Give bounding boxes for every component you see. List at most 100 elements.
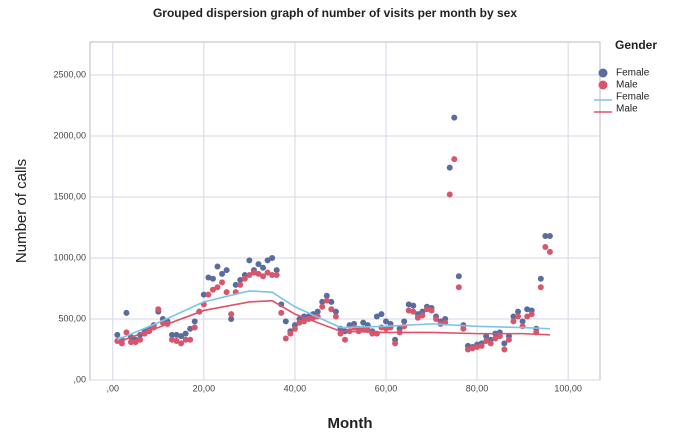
legend-marker [598, 80, 608, 90]
data-point [264, 269, 271, 276]
data-point [451, 114, 458, 121]
data-point [127, 339, 134, 346]
data-point [542, 233, 549, 240]
x-axis-label: Month [328, 415, 373, 432]
data-point [483, 337, 490, 344]
data-point [209, 286, 216, 293]
data-point [519, 318, 526, 325]
data-point [182, 336, 189, 343]
data-point [287, 330, 294, 337]
data-point [332, 313, 339, 320]
data-point [537, 275, 544, 282]
data-point [237, 281, 244, 288]
data-point [123, 309, 130, 316]
data-point [323, 292, 330, 299]
data-point [455, 273, 462, 280]
data-point [319, 303, 326, 310]
data-point [246, 272, 253, 279]
data-point [405, 301, 412, 308]
data-point [373, 313, 380, 320]
data-point [264, 257, 271, 264]
data-point [328, 298, 335, 305]
data-point [542, 243, 549, 250]
data-point [182, 330, 189, 337]
data-point [515, 308, 522, 315]
data-point [273, 272, 280, 279]
y-tick-label: 2500,00 [53, 69, 86, 79]
data-point [205, 291, 212, 298]
data-point [483, 333, 490, 340]
data-point [360, 319, 367, 326]
data-point [546, 233, 553, 240]
data-point [219, 270, 226, 277]
data-point [223, 289, 230, 296]
data-point [291, 325, 298, 332]
y-tick-label: ,00 [73, 374, 86, 384]
fit-line [117, 299, 550, 343]
data-point [460, 325, 467, 332]
data-point [501, 340, 508, 347]
chart-title: Grouped dispersion graph of number of vi… [153, 6, 517, 20]
data-point [546, 248, 553, 255]
data-point [474, 344, 481, 351]
data-point [423, 306, 430, 313]
data-point [451, 156, 458, 163]
data-point [228, 311, 235, 318]
data-point [219, 279, 226, 286]
data-point [478, 342, 485, 349]
data-point [296, 319, 303, 326]
y-tick-label: 2000,00 [53, 130, 86, 140]
data-point [223, 267, 230, 274]
data-point [492, 335, 499, 342]
data-point [487, 340, 494, 347]
legend-label: Female [616, 92, 650, 103]
data-point [524, 313, 531, 320]
data-point [342, 336, 348, 343]
data-point [123, 329, 130, 336]
data-point [269, 254, 276, 261]
data-point [168, 331, 175, 338]
data-point [505, 336, 512, 343]
data-point [228, 315, 235, 322]
data-point [455, 284, 462, 291]
data-point [419, 312, 426, 319]
data-point [237, 276, 244, 283]
data-point [255, 270, 262, 277]
data-point [214, 284, 221, 291]
data-point [496, 333, 503, 340]
data-point [382, 318, 389, 325]
data-point [214, 263, 221, 270]
data-point [323, 297, 330, 304]
data-point [173, 337, 180, 344]
legend-title: Gender [615, 38, 657, 52]
data-point [469, 345, 476, 352]
x-tick-label: 100,00 [554, 383, 582, 393]
y-tick-label: 1500,00 [53, 191, 86, 201]
x-tick-label: ,00 [107, 383, 120, 393]
x-tick-label: 40,00 [284, 383, 307, 393]
data-point [433, 315, 440, 322]
data-point [278, 309, 285, 316]
data-point [410, 302, 417, 309]
data-point [269, 272, 276, 279]
data-point [246, 257, 253, 264]
data-point [301, 318, 308, 325]
legend-label: Male [616, 104, 638, 115]
data-point [528, 311, 535, 318]
data-point [414, 314, 421, 321]
data-point [191, 324, 198, 331]
data-point [173, 331, 180, 338]
data-point [446, 191, 453, 198]
data-point [328, 306, 335, 313]
data-point [401, 318, 408, 325]
data-point [255, 261, 262, 268]
data-point [137, 336, 144, 343]
data-point [401, 323, 408, 330]
y-axis-label: Number of calls [13, 159, 30, 263]
x-tick-label: 80,00 [466, 383, 489, 393]
data-point [319, 298, 326, 305]
data-point [282, 335, 289, 342]
data-point [191, 318, 198, 325]
data-point [155, 306, 162, 313]
